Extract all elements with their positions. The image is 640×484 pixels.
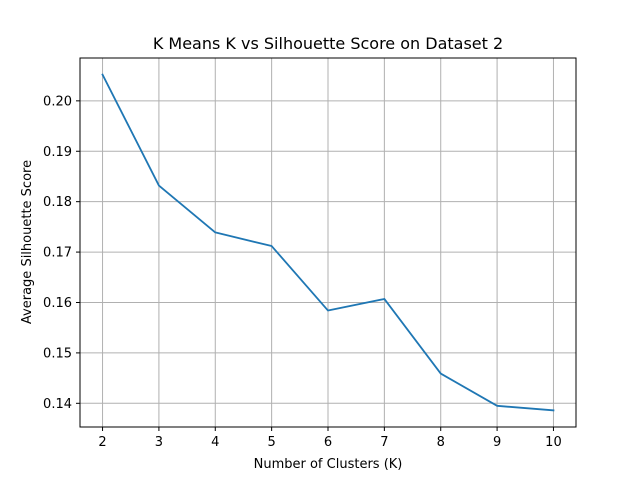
x-tick-label: 3 (155, 435, 163, 450)
tick-labels: 2 3 4 5 6 7 8 9 10 0.14 0.15 0.16 0.17 0.18 0.19 0.20 (43, 94, 562, 450)
y-tick-label: 0.14 (43, 397, 72, 412)
x-tick-label: 6 (324, 435, 332, 450)
x-axis-label: Number of Clusters (K) (254, 457, 403, 472)
x-tick-label: 9 (493, 435, 501, 450)
y-tick-label: 0.20 (43, 94, 72, 109)
y-tick-label: 0.16 (43, 296, 72, 311)
axis-ticks (76, 100, 554, 431)
x-tick-label: 2 (98, 435, 106, 450)
x-tick-label: 7 (380, 435, 388, 450)
x-tick-label: 8 (437, 435, 445, 450)
series-line (101, 73, 555, 412)
y-tick-label: 0.18 (43, 195, 72, 210)
grid-lines (80, 58, 576, 427)
x-tick-label: 10 (545, 435, 562, 450)
chart-title: K Means K vs Silhouette Score on Dataset… (153, 34, 503, 53)
x-tick-label: 4 (211, 435, 219, 450)
x-tick-label: 5 (267, 435, 275, 450)
y-tick-label: 0.19 (43, 145, 72, 160)
y-tick-label: 0.17 (43, 246, 72, 261)
plot-area-frame (79, 57, 577, 428)
y-tick-label: 0.15 (43, 346, 72, 361)
y-axis-label: Average Silhouette Score (20, 160, 35, 324)
